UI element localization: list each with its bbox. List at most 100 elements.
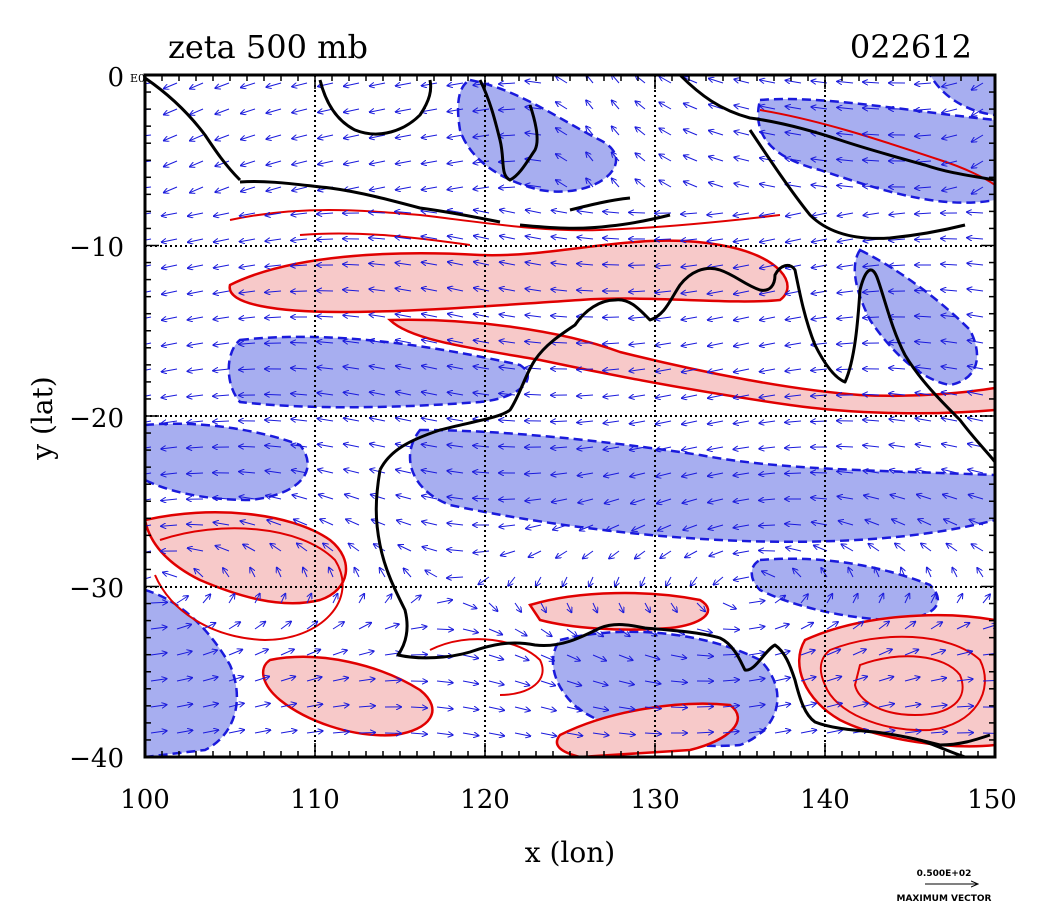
wind-vector: [566, 654, 580, 661]
wind-vector: [863, 394, 880, 395]
wind-vector: [760, 184, 776, 187]
wind-vector: [215, 82, 230, 88]
wind-vector: [291, 445, 308, 447]
wind-vector: [250, 568, 256, 578]
wind-vector: [655, 239, 672, 240]
wind-vector: [202, 650, 217, 656]
wind-vector: [162, 395, 178, 398]
wind-vector: [241, 108, 256, 114]
wind-vector: [577, 264, 594, 265]
wind-vector: [190, 108, 204, 115]
wind-vector: [812, 213, 828, 216]
wind-vector: [709, 131, 724, 136]
wind-vector: [150, 679, 167, 681]
wind-vector: [709, 524, 724, 529]
wind-vector: [916, 444, 932, 447]
wind-vector: [566, 680, 581, 686]
wind-vector: [956, 594, 962, 604]
wind-vector: [684, 130, 698, 136]
wind-vector: [187, 421, 204, 423]
wind-vector: [660, 550, 672, 558]
wind-vector: [448, 340, 464, 343]
wind-vector: [657, 498, 672, 504]
wind-vector: [265, 265, 282, 267]
wind-vector: [369, 238, 386, 239]
wind-vector: [708, 291, 724, 294]
wind-vector: [499, 135, 516, 136]
wind-vector: [615, 576, 619, 586]
wind-vector: [905, 594, 909, 604]
wind-vector: [280, 677, 295, 682]
wind-vector: [734, 105, 750, 110]
wind-vector: [942, 469, 958, 474]
wind-vector: [176, 651, 192, 656]
wind-vector: [462, 629, 478, 633]
wind-vector: [499, 446, 516, 447]
wind-vector: [556, 550, 568, 558]
wind-vector: [239, 472, 256, 473]
wind-vector: [332, 732, 349, 733]
wind-vector: [540, 680, 555, 686]
wind-vector: [759, 473, 776, 475]
wind-vector: [395, 212, 412, 214]
wind-vector: [266, 471, 282, 473]
wind-vector: [904, 622, 915, 630]
wind-vector: [164, 186, 178, 193]
wind-vector: [267, 186, 282, 191]
wind-vector: [942, 392, 958, 395]
wind-vector: [734, 421, 750, 424]
wind-vector: [162, 265, 178, 268]
wind-vector: [474, 262, 490, 265]
positive-contour-sw-cyclone-ring: [154, 527, 344, 642]
wind-vector: [396, 418, 412, 421]
wind-vector: [161, 447, 178, 449]
wind-vector: [786, 80, 802, 83]
wind-vector: [473, 393, 490, 395]
wind-vector: [942, 444, 958, 447]
wind-vector: [941, 315, 958, 317]
wind-vector: [145, 498, 152, 501]
wind-vector: [202, 704, 218, 707]
wind-vector: [956, 651, 972, 655]
wind-vector: [968, 315, 984, 318]
wind-vector: [670, 681, 687, 683]
wind-vector: [644, 602, 650, 612]
wind-vector: [214, 291, 230, 294]
wind-vector: [448, 83, 464, 86]
wind-vector: [656, 369, 672, 372]
wind-vector: [838, 213, 854, 216]
wind-vector: [447, 471, 464, 473]
wind-vector: [942, 418, 958, 421]
wind-vector: [708, 317, 724, 320]
wind-vector: [852, 594, 858, 604]
wind-vector: [536, 576, 542, 586]
wind-vector: [145, 446, 152, 449]
wind-vector: [370, 135, 386, 138]
negative-region-subtropical-band: [227, 335, 529, 409]
wind-vector: [670, 655, 686, 658]
wind-vector: [655, 317, 672, 319]
wind-vector: [630, 447, 646, 450]
wind-vector: [243, 545, 256, 552]
x-axis-labels: 100 110 120 130 140 150: [120, 785, 1017, 815]
positive-region-sw-cyclone: [145, 511, 348, 605]
wind-vector: [656, 395, 672, 398]
wind-vector: [656, 421, 672, 424]
wind-vector: [577, 211, 594, 213]
wind-vector: [904, 731, 921, 733]
wind-vector: [921, 544, 932, 552]
wind-vector: [318, 135, 334, 138]
wind-vector: [448, 366, 464, 369]
wind-vector: [499, 83, 516, 84]
wind-vector: [586, 152, 594, 162]
wind-vector: [551, 263, 568, 265]
wind-vector: [774, 624, 789, 630]
wind-vector: [811, 473, 828, 474]
wind-vector: [734, 343, 750, 346]
axis-ticks: [144, 74, 996, 758]
wind-vector: [462, 681, 478, 684]
wind-vector: [708, 447, 724, 450]
wind-vector: [474, 288, 490, 291]
wind-vector: [145, 472, 152, 475]
x-tick-label: 130: [630, 785, 680, 815]
